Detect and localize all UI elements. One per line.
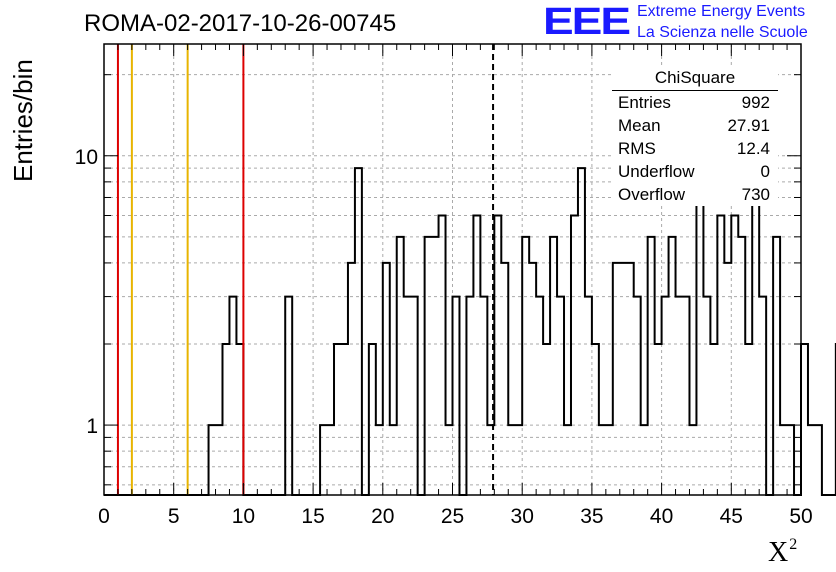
histogram-bin (801, 344, 808, 495)
logo-line-1: Extreme Energy Events (637, 3, 806, 20)
stats-value: 992 (741, 93, 770, 112)
histogram-bin (222, 344, 229, 495)
histogram-bin (752, 197, 759, 495)
histogram-bin (473, 216, 480, 495)
x-axis-label-base: X (768, 537, 789, 568)
x-axis-label-superscript: 2 (789, 536, 798, 553)
histogram-bin (348, 263, 355, 495)
histogram-bin (648, 237, 655, 495)
histogram-bin (717, 216, 724, 495)
stats-box: ChiSquare Entries 992 Mean 27.91 RMS 12.… (612, 66, 778, 206)
histogram-bin (724, 263, 731, 495)
histogram-bin (683, 297, 690, 495)
axis-ticks: 0 5 10 15 20 25 30 35 40 45 50 1 10 (75, 44, 813, 528)
histogram-bin (397, 237, 404, 495)
histogram (104, 167, 836, 496)
histogram-bin (634, 297, 641, 495)
histogram-bin (773, 237, 780, 495)
histogram-bin (703, 297, 710, 495)
histogram-bin (662, 297, 669, 495)
histogram-bin (738, 237, 745, 495)
histogram-bin (411, 297, 418, 495)
histogram-bin (529, 263, 536, 495)
histogram-bin (620, 263, 627, 495)
histogram-steps (104, 167, 836, 496)
reference-lines (116, 44, 495, 495)
histogram-bin (543, 344, 550, 495)
histogram-bin (655, 344, 662, 495)
histogram-bin (550, 237, 557, 495)
histogram-bin (334, 344, 341, 495)
stats-label: RMS (618, 139, 656, 158)
stats-row-mean: Mean 27.91 (612, 114, 778, 137)
histogram-bin (676, 297, 683, 495)
stats-row-rms: RMS 12.4 (612, 137, 778, 160)
x-axis-label: X2 (768, 536, 797, 569)
histogram-bin (731, 216, 738, 495)
stats-label: Overflow (618, 185, 686, 204)
histogram-bin (501, 263, 508, 495)
x-tick-label: 45 (720, 505, 743, 528)
histogram-bin (696, 197, 703, 495)
histogram-bin (669, 237, 676, 495)
x-tick-label: 50 (789, 505, 812, 528)
x-tick-label: 30 (511, 505, 534, 528)
histogram-bin (494, 216, 501, 495)
histogram-bin (425, 237, 432, 495)
x-tick-label: 10 (232, 505, 255, 528)
x-tick-label: 25 (441, 505, 464, 528)
histogram-bin (585, 297, 592, 495)
stats-value: 730 (741, 185, 770, 204)
stats-value: 27.91 (727, 116, 770, 135)
eee-logo: EEE (543, 0, 631, 43)
x-tick-label: 0 (98, 505, 110, 528)
histogram-bin (536, 297, 543, 495)
histogram-bin (745, 344, 752, 495)
histogram-bin (613, 263, 620, 495)
histogram-bin (453, 297, 460, 495)
stats-label: Mean (618, 116, 661, 135)
histogram-bin (557, 297, 564, 495)
histogram-bin (592, 344, 599, 495)
histogram-bin (571, 216, 578, 495)
chart-title: ROMA-02-2017-10-26-00745 (84, 10, 397, 37)
histogram-bin (236, 344, 243, 495)
stats-label: Entries (618, 93, 671, 112)
y-tick-label: 1 (86, 415, 98, 438)
histogram-bin (578, 168, 585, 495)
stats-row-overflow: Overflow 730 (612, 183, 778, 206)
logo-line-2: La Scienza nelle Scuole (637, 24, 808, 41)
histogram-bin (369, 344, 376, 495)
stats-label: Underflow (618, 162, 695, 181)
stats-value: 12.4 (736, 139, 770, 158)
y-axis-label: Entries/bin (8, 59, 38, 182)
stats-title: ChiSquare (612, 66, 778, 91)
x-tick-label: 20 (371, 505, 394, 528)
histogram-bin (432, 237, 439, 495)
histogram-bin (404, 297, 411, 495)
histogram-bin (759, 297, 766, 495)
histogram-bin (229, 297, 236, 495)
histogram-bin (341, 344, 348, 495)
histogram-bin (808, 425, 815, 495)
histogram-bin (710, 344, 717, 495)
histogram-bin (815, 425, 822, 495)
stats-row-underflow: Underflow 0 (612, 160, 778, 183)
x-tick-label: 5 (168, 505, 180, 528)
histogram-bin (383, 263, 390, 495)
stats-value: 0 (760, 162, 770, 181)
stats-row-entries: Entries 992 (612, 91, 778, 114)
histogram-bin (522, 237, 529, 495)
histogram-bin (285, 297, 292, 495)
x-tick-label: 15 (301, 505, 324, 528)
histogram-bin (466, 297, 473, 495)
histogram-bin (439, 216, 446, 495)
histogram-bin (627, 263, 634, 495)
x-tick-label: 35 (580, 505, 603, 528)
x-tick-label: 40 (650, 505, 673, 528)
y-tick-label: 10 (75, 146, 98, 169)
histogram-bin (480, 297, 487, 495)
histogram-bin (355, 168, 362, 495)
